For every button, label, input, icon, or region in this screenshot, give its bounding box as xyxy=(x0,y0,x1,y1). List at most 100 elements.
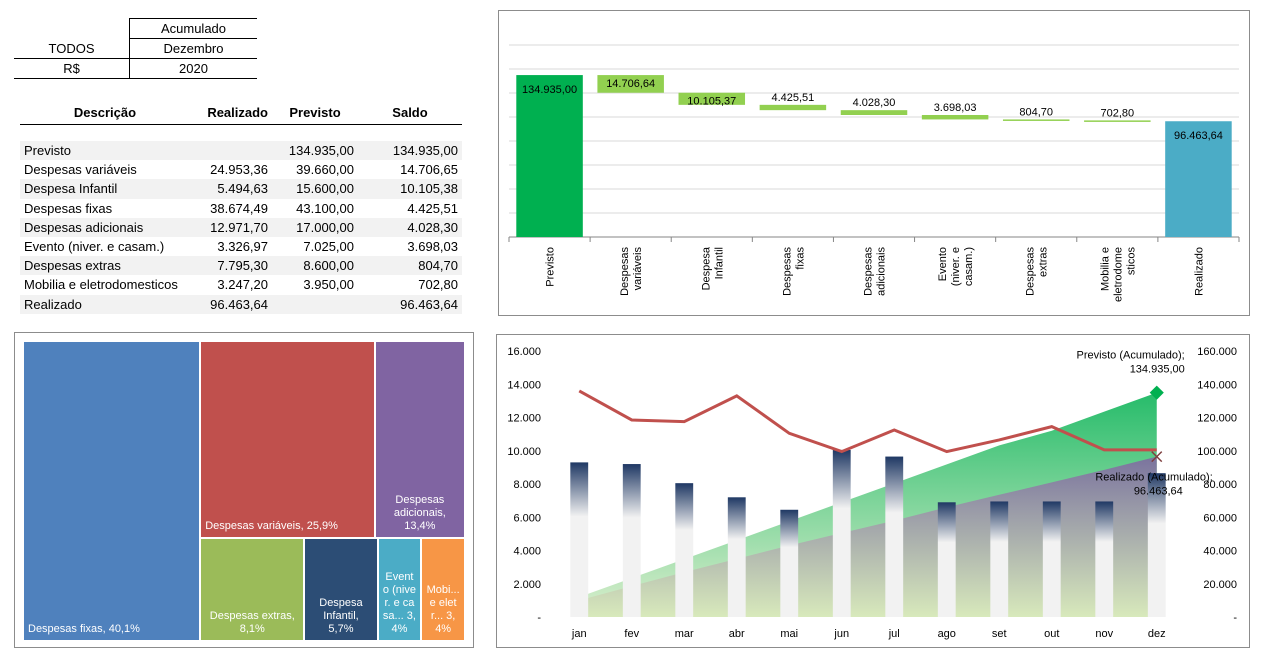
treemap-tile: Despesas fixas, 40,1% xyxy=(24,342,200,640)
x-tick-label-text: Despesasextras xyxy=(1025,247,1050,296)
x-tick-label-text: Realizado xyxy=(1193,247,1205,296)
row-realizado: 12.971,70 xyxy=(190,217,272,237)
right-axis-tick-label: 140.000 xyxy=(1197,379,1237,391)
x-tick-label: Despesasvariáveis xyxy=(619,247,644,296)
x-tick-label-line: Realizado xyxy=(1193,247,1205,296)
waterfall-data-label: 134.935,00 xyxy=(522,84,577,96)
x-tick-label-line: Despesas xyxy=(619,247,631,296)
row-previsto: 134.935,00 xyxy=(272,141,358,161)
treemap-tile: Despesa Infantil, 5,7% xyxy=(305,538,377,640)
x-tick-label-line: adicionais xyxy=(876,247,888,296)
right-axis-tick-label: 120.000 xyxy=(1197,413,1237,425)
x-tick-label: Mobilia eeletrodomesticos xyxy=(1099,247,1137,303)
x-tick-label-line: fixas xyxy=(794,247,806,270)
row-realizado xyxy=(190,141,272,161)
x-tick-label: nov xyxy=(1095,628,1113,640)
x-tick-label-line: Despesas xyxy=(863,247,875,296)
row-realizado: 7.795,30 xyxy=(190,256,272,276)
x-tick-label-line: Previsto xyxy=(545,247,557,287)
x-tick-label-text: Despesasadicionais xyxy=(863,247,888,296)
x-tick-label-text: Evento(niver. ecasam.) xyxy=(937,247,975,286)
row-previsto: 43.100,00 xyxy=(296,200,354,216)
annotation-realizado-name: Realizado (Acumulado); xyxy=(1095,472,1212,484)
treemap-tile-label: Evento (niver. e casa... 3,4% xyxy=(382,570,416,635)
monthly-bar xyxy=(727,497,746,617)
waterfall-chart-panel: 134.935,00 Previsto 14.706,64 Despesasvariá… xyxy=(498,10,1250,316)
row-saldo: 702,80 xyxy=(418,277,458,293)
x-tick-label: out xyxy=(1044,628,1059,640)
monthly-bar xyxy=(1042,501,1061,617)
right-axis-tick-label: 100.000 xyxy=(1197,446,1237,458)
filter-label-currency[interactable]: R$ xyxy=(14,58,130,79)
row-description: Despesas extras xyxy=(20,256,190,276)
waterfall-data-label: 10.105,37 xyxy=(687,96,736,108)
right-axis-tick-label: - xyxy=(1233,612,1237,624)
waterfall-data-label: 702,80 xyxy=(1101,107,1135,119)
x-tick-label: abr xyxy=(729,628,745,640)
x-tick-label-text: Previsto xyxy=(545,247,557,287)
treemap-tile-label: Despesa Infantil, 5,7% xyxy=(319,596,363,635)
summary-table: Descrição Realizado Previsto Saldo Previ… xyxy=(20,100,462,314)
waterfall-data-label: 4.028,30 xyxy=(853,97,896,109)
previsto-marker xyxy=(1149,385,1164,400)
row-realizado: 24.953,36 xyxy=(210,162,268,178)
waterfall-bar xyxy=(759,104,827,111)
left-axis-tick-label: 16.000 xyxy=(507,346,541,358)
treemap-tile-label: Despesas variáveis, 25,9% xyxy=(205,519,338,532)
left-axis-tick-label: 8.000 xyxy=(513,479,541,491)
row-description: Despesas adicionais xyxy=(20,217,190,237)
waterfall-bar xyxy=(516,75,583,237)
treemap-tile-label: Mobi... e eletr... 3,4% xyxy=(426,583,460,635)
col-header-previsto: Previsto xyxy=(272,100,358,125)
left-axis-tick-label: 10.000 xyxy=(507,446,541,458)
row-saldo: 3.698,03 xyxy=(407,239,458,255)
row-description: Mobilia e eletrodomesticos xyxy=(24,277,178,293)
x-tick-label-text: Mobilia eeletrodomesticos xyxy=(1099,247,1137,303)
x-tick-label-line: Despesas xyxy=(1025,247,1037,296)
left-axis-tick-label: 4.000 xyxy=(513,546,541,558)
monthly-bar xyxy=(937,502,956,617)
x-tick-label-line: variáveis xyxy=(632,247,644,291)
row-previsto xyxy=(272,294,358,314)
area-realizado-acumulado- xyxy=(579,456,1157,617)
filter-header: Acumulado xyxy=(129,18,257,39)
x-tick-label-line: Despesas xyxy=(781,247,793,296)
row-previsto: 15.600,00 xyxy=(272,179,358,199)
row-description: Evento (niver. e casam.) xyxy=(24,239,165,255)
realizado-marker xyxy=(1151,451,1163,463)
monthly-bar xyxy=(832,449,851,617)
table-row: Despesa Infantil 5.494,63 15.600,00 10.105,… xyxy=(20,179,462,199)
x-tick-label-line: sticos xyxy=(1125,247,1137,276)
x-tick-label-line: extras xyxy=(1038,247,1050,277)
x-tick-label-line: Mobilia e xyxy=(1099,247,1111,291)
x-tick-label: Evento(niver. ecasam.) xyxy=(937,247,975,286)
row-saldo: 10.105,38 xyxy=(358,179,462,199)
left-axis-tick-label: 14.000 xyxy=(507,379,541,391)
combo-chart: - 2.000 4.000 6.000 8.000 10.000 12.000 14.000 1… xyxy=(507,346,1237,640)
x-tick-label: jan xyxy=(571,628,587,640)
x-tick-label: fev xyxy=(624,628,639,640)
right-axis-tick-label: 160.000 xyxy=(1197,346,1237,358)
monthly-bar xyxy=(570,462,589,617)
waterfall-bar xyxy=(1002,119,1070,121)
x-tick-label-text: Despesasvariáveis xyxy=(619,247,644,296)
x-tick-label-line: casam.) xyxy=(963,247,975,286)
monthly-bar xyxy=(1095,501,1114,617)
x-tick-label: DespesaInfantil xyxy=(700,246,725,290)
x-tick-label: mai xyxy=(780,628,798,640)
treemap-tile-label: Despesas adicionais, 13,4% xyxy=(393,493,446,532)
monthly-line xyxy=(578,389,1157,454)
filter-value-year[interactable]: 2020 xyxy=(129,58,257,79)
row-previsto: 39.660,00 xyxy=(296,162,354,178)
annotation-realizado-value: 96.463,64 xyxy=(1134,486,1183,498)
x-tick-label: jun xyxy=(833,628,849,640)
x-tick-label-line: eletrodome xyxy=(1112,247,1124,302)
waterfall-bar xyxy=(1084,120,1151,122)
filter-label-scope[interactable]: TODOS xyxy=(14,38,130,59)
x-tick-label: ago xyxy=(938,628,956,640)
filter-value-month[interactable]: Dezembro xyxy=(129,38,257,59)
row-description: Despesa Infantil xyxy=(20,179,190,199)
table-row: Despesas adicionais 12.971,70 17.000,00 4.0… xyxy=(20,217,462,237)
x-tick-label: Despesasextras xyxy=(1025,247,1050,296)
row-saldo: 4.425,51 xyxy=(407,200,458,216)
